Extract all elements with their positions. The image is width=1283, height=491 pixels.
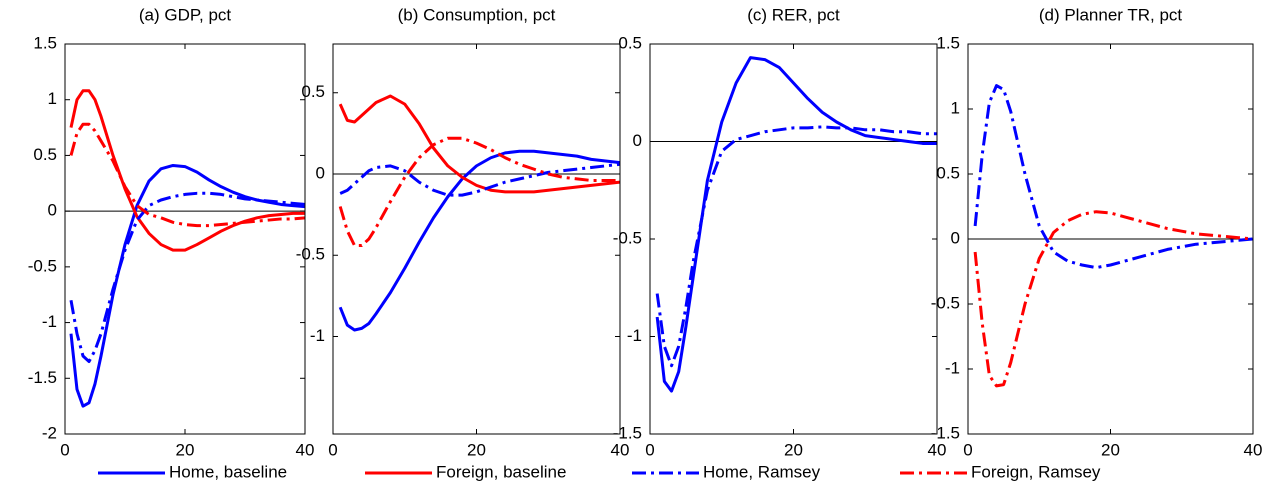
x-tick-label: 40 [928,440,947,459]
series-line [655,56,937,393]
x-tick-label: 0 [60,440,69,459]
y-tick-label: 0.5 [936,163,960,182]
plot-frame [649,43,938,435]
panel-title: (b) Consumption, pct [398,5,556,24]
legend-label: Foreign, baseline [436,462,566,481]
y-tick-label: 0.5 [301,82,325,101]
plot-area [333,44,620,434]
panel-title: (d) Planner TR, pct [1039,5,1183,24]
y-tick-label: 0.5 [33,145,57,164]
y-tick-label: -1.5 [613,423,642,442]
panel-title: (a) GDP, pct [139,5,232,24]
plot-area [65,44,305,434]
x-tick-label: 40 [296,440,315,459]
plot-area [650,44,937,434]
y-tick-label: 0 [48,201,57,220]
series-line [338,136,620,247]
y-tick-label: -1 [945,358,960,377]
y-tick-label: -1 [310,326,325,345]
x-tick-label: 20 [784,440,803,459]
x-tick-label: 40 [1244,440,1263,459]
series-line [973,84,1254,270]
plot-frame [64,43,306,435]
x-tick-label: 0 [963,440,972,459]
plot-frame [967,43,1254,435]
y-tick-label: 0 [633,131,642,150]
x-tick-label: 40 [611,440,630,459]
y-tick-label: 1.5 [33,33,57,52]
y-tick-label: -1 [627,326,642,345]
y-tick-label: -1 [42,312,57,331]
y-tick-label: 1 [48,89,57,108]
y-tick-label: -0.5 [28,256,57,275]
series-line [69,191,306,364]
legend-label: Home, Ramsey [703,462,821,481]
series-line [339,162,621,197]
x-tick-label: 20 [467,440,486,459]
series-line [69,89,305,252]
y-tick-label: -2 [42,423,57,442]
x-tick-label: 0 [328,440,337,459]
series-line [655,125,937,368]
y-tick-label: -1.5 [28,368,57,387]
y-tick-label: 0 [951,228,960,247]
y-tick-label: 1.5 [936,33,960,52]
legend-label: Foreign, Ramsey [971,462,1101,481]
y-tick-label: -0.5 [931,293,960,312]
legend-label: Home, baseline [169,462,287,481]
y-tick-label: -0.5 [296,245,325,264]
x-tick-label: 20 [176,440,195,459]
y-tick-label: 0.5 [618,33,642,52]
series-line [69,163,306,408]
series-line [338,94,621,194]
panel-title: (c) RER, pct [747,5,840,24]
y-tick-label: 1 [951,98,960,117]
x-tick-label: 0 [645,440,654,459]
y-tick-label: -0.5 [613,228,642,247]
series-line [69,122,306,228]
y-tick-label: -1.5 [931,423,960,442]
y-tick-label: 0 [316,163,325,182]
series-line [973,210,1254,388]
plot-frame [332,43,621,435]
x-tick-label: 20 [1101,440,1120,459]
